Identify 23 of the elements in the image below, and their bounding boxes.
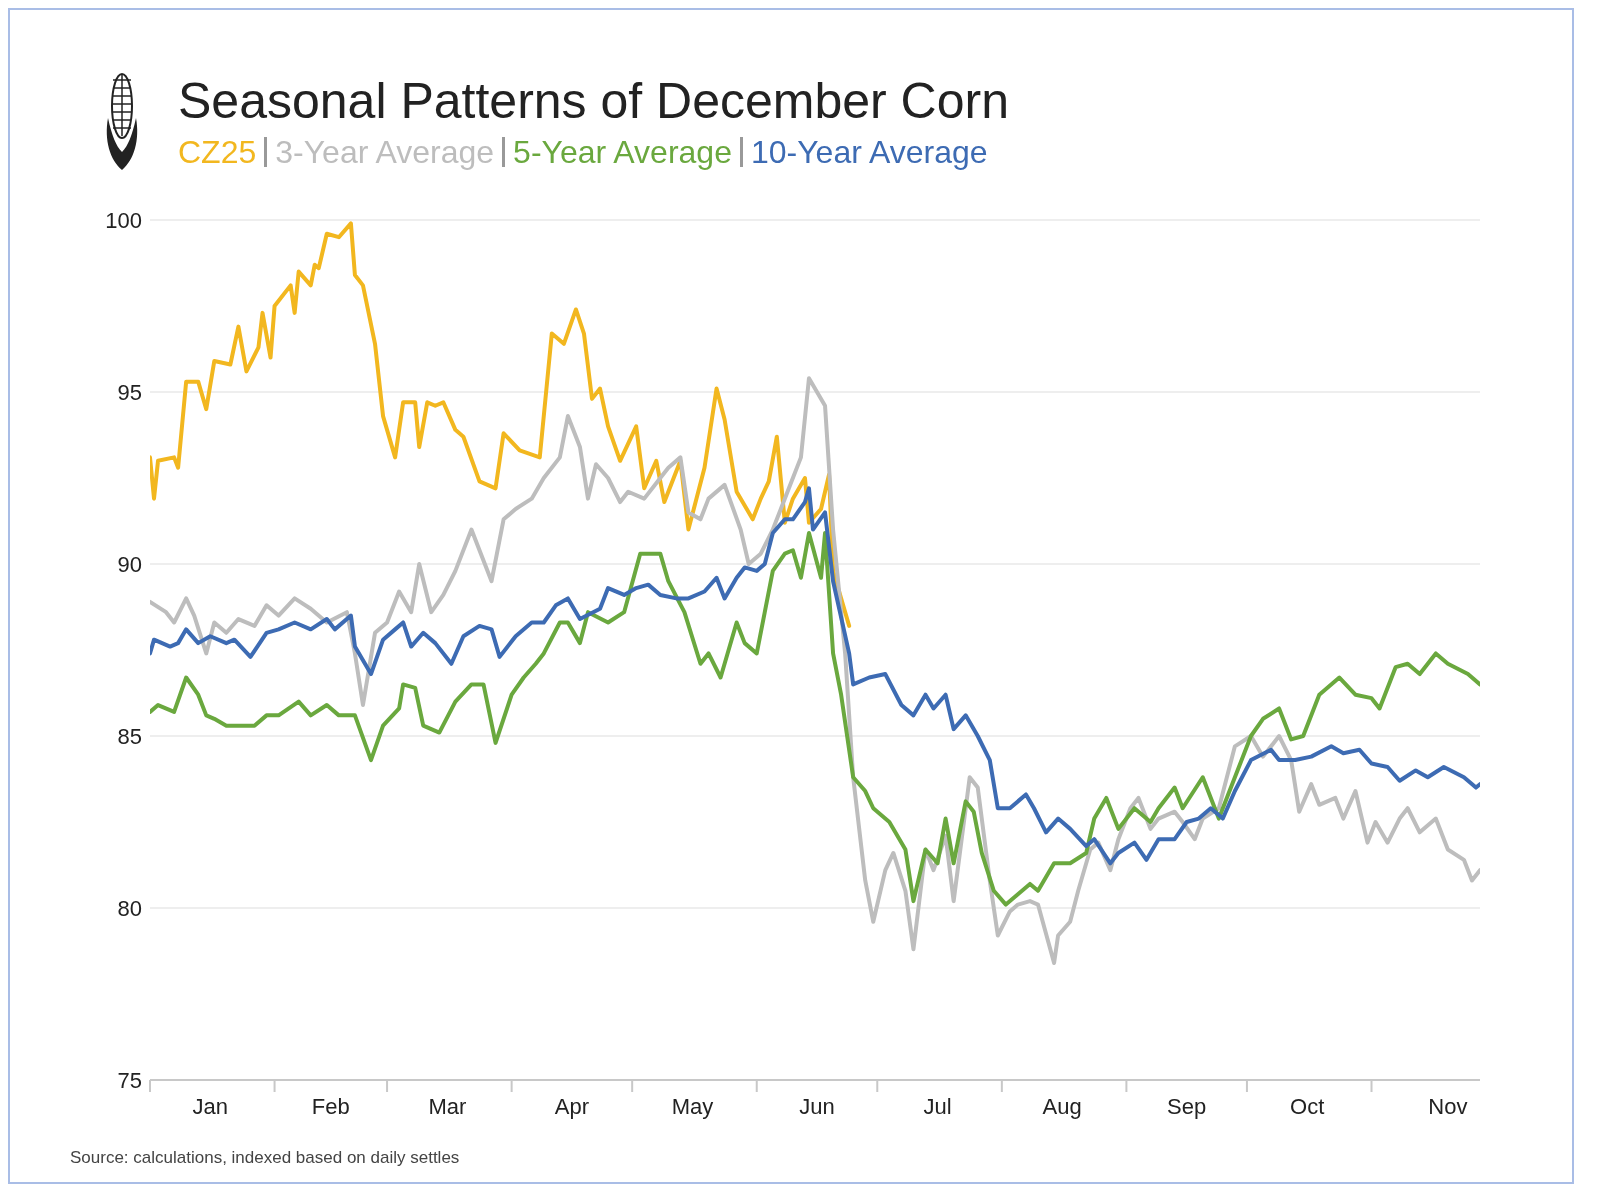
y-tick-label: 80 [117, 895, 142, 921]
text: 5-Year Average [513, 134, 732, 170]
x-tick-label: Oct [1290, 1094, 1325, 1119]
y-tick-label: 75 [117, 1067, 142, 1093]
x-tick-label: May [671, 1094, 714, 1119]
text: 10-Year Average [750, 134, 988, 170]
x-tick-label: Apr [554, 1094, 590, 1119]
y-tick-label: 100 [105, 207, 142, 233]
x-tick-label: Mar [428, 1094, 467, 1119]
y-tick-label: 85 [117, 723, 142, 749]
x-tick-label: Jun [799, 1094, 835, 1119]
x-tick-label: Jul [923, 1094, 952, 1119]
x-tick-label: Aug [1042, 1094, 1082, 1119]
text: CZ25 [178, 134, 257, 170]
text: 3-Year Average [275, 134, 495, 170]
x-tick-label: Jan [192, 1094, 229, 1119]
chart-title: Seasonal Patterns of December Corn [178, 72, 1009, 130]
y-tick-label: 95 [117, 379, 142, 405]
x-tick-label: Sep [1167, 1094, 1207, 1119]
source-note: Source: calculations, indexed based on daily settles [70, 1148, 460, 1168]
y-tick-label: 90 [117, 551, 142, 577]
x-tick-label: Feb [311, 1094, 350, 1119]
x-tick-label: Nov [1428, 1094, 1468, 1119]
